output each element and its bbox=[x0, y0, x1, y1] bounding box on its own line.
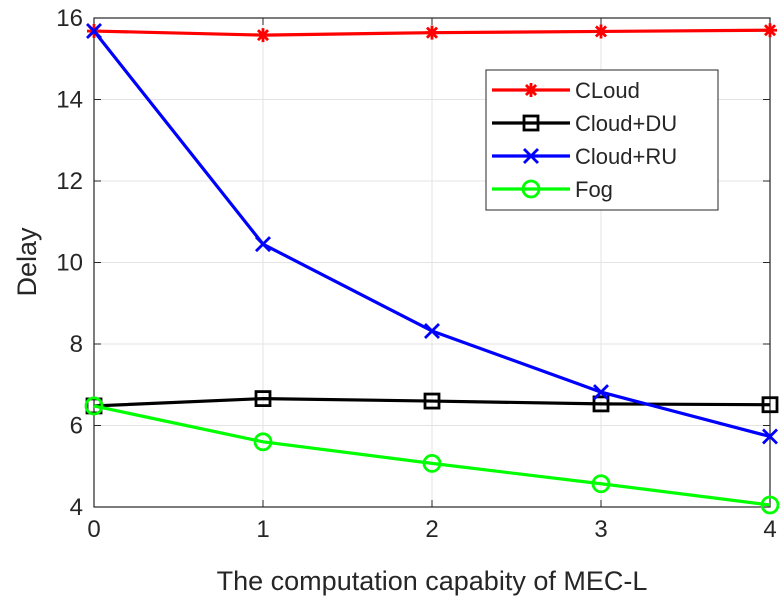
data-point bbox=[253, 432, 273, 452]
data-point bbox=[422, 453, 442, 473]
data-point bbox=[256, 28, 270, 43]
legend-item-cloud-ru: Cloud+RU bbox=[492, 144, 677, 169]
data-point bbox=[424, 322, 440, 339]
data-point bbox=[763, 23, 777, 38]
x-tick-label: 0 bbox=[87, 516, 100, 543]
y-tick-label: 8 bbox=[70, 331, 83, 358]
legend-label: Cloud+DU bbox=[575, 111, 677, 136]
series-cloud-ru bbox=[86, 23, 778, 445]
y-tick-label: 16 bbox=[56, 5, 83, 32]
x-axis-label: The computation capabity of MEC-L bbox=[217, 566, 648, 596]
data-point bbox=[593, 384, 609, 401]
legend-marker bbox=[523, 148, 539, 164]
legend-item-fog: Fog bbox=[492, 177, 613, 202]
legend-label: Cloud+RU bbox=[575, 144, 677, 169]
data-point bbox=[592, 395, 610, 413]
series-line bbox=[93, 404, 771, 507]
data-point bbox=[423, 392, 441, 410]
y-axis-label: Delay bbox=[12, 227, 42, 297]
data-point bbox=[761, 396, 779, 414]
x-tick-label: 3 bbox=[594, 516, 607, 543]
data-point bbox=[86, 23, 102, 40]
legend-marker bbox=[522, 114, 540, 132]
legend-item-cloud: CLoud bbox=[492, 78, 640, 103]
y-tick-label: 12 bbox=[56, 168, 83, 195]
data-point bbox=[84, 396, 104, 416]
y-tick-label: 4 bbox=[70, 494, 83, 521]
data-point bbox=[425, 25, 439, 40]
data-point bbox=[594, 24, 608, 39]
legend: CLoud Cloud+DU Cloud+RU Fog bbox=[485, 69, 719, 211]
data-point bbox=[255, 236, 271, 253]
y-tick-label: 10 bbox=[56, 250, 83, 277]
legend-label: Fog bbox=[575, 177, 613, 202]
data-point bbox=[760, 495, 780, 515]
x-tick-label: 2 bbox=[425, 516, 438, 543]
y-tick-label: 14 bbox=[56, 87, 83, 114]
x-tick-label: 1 bbox=[256, 516, 269, 543]
legend-item-cloud-du: Cloud+DU bbox=[492, 111, 677, 136]
data-point bbox=[254, 390, 272, 408]
series-layer bbox=[84, 23, 780, 515]
series-cloud bbox=[87, 23, 777, 43]
series-line bbox=[93, 397, 771, 408]
data-point bbox=[591, 474, 611, 494]
legend-marker bbox=[521, 179, 541, 199]
legend-label: CLoud bbox=[575, 78, 640, 103]
x-tick-label: 4 bbox=[763, 516, 776, 543]
y-tick-label: 6 bbox=[70, 413, 83, 440]
data-point bbox=[762, 428, 778, 445]
legend-marker bbox=[524, 83, 538, 97]
series-fog bbox=[84, 396, 780, 515]
